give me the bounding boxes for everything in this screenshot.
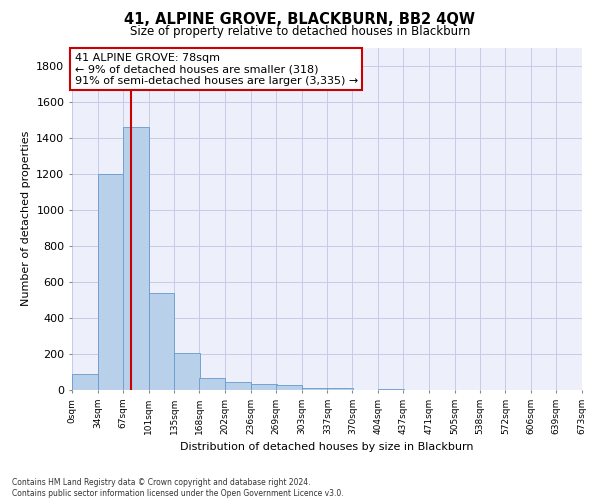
Bar xyxy=(199,378,225,390)
Bar xyxy=(225,382,251,390)
Bar xyxy=(149,292,175,390)
Bar xyxy=(378,388,404,390)
Bar xyxy=(302,388,328,390)
Text: Contains HM Land Registry data © Crown copyright and database right 2024.
Contai: Contains HM Land Registry data © Crown c… xyxy=(12,478,344,498)
Text: 41 ALPINE GROVE: 78sqm
← 9% of detached houses are smaller (318)
91% of semi-det: 41 ALPINE GROVE: 78sqm ← 9% of detached … xyxy=(74,52,358,86)
Text: 41, ALPINE GROVE, BLACKBURN, BB2 4QW: 41, ALPINE GROVE, BLACKBURN, BB2 4QW xyxy=(125,12,476,28)
Bar xyxy=(251,384,277,390)
Bar xyxy=(72,374,98,390)
X-axis label: Distribution of detached houses by size in Blackburn: Distribution of detached houses by size … xyxy=(180,442,474,452)
Y-axis label: Number of detached properties: Number of detached properties xyxy=(20,131,31,306)
Bar xyxy=(328,388,353,390)
Bar xyxy=(98,174,124,390)
Bar xyxy=(123,127,149,390)
Bar xyxy=(276,385,302,390)
Text: Size of property relative to detached houses in Blackburn: Size of property relative to detached ho… xyxy=(130,25,470,38)
Bar xyxy=(175,353,200,390)
